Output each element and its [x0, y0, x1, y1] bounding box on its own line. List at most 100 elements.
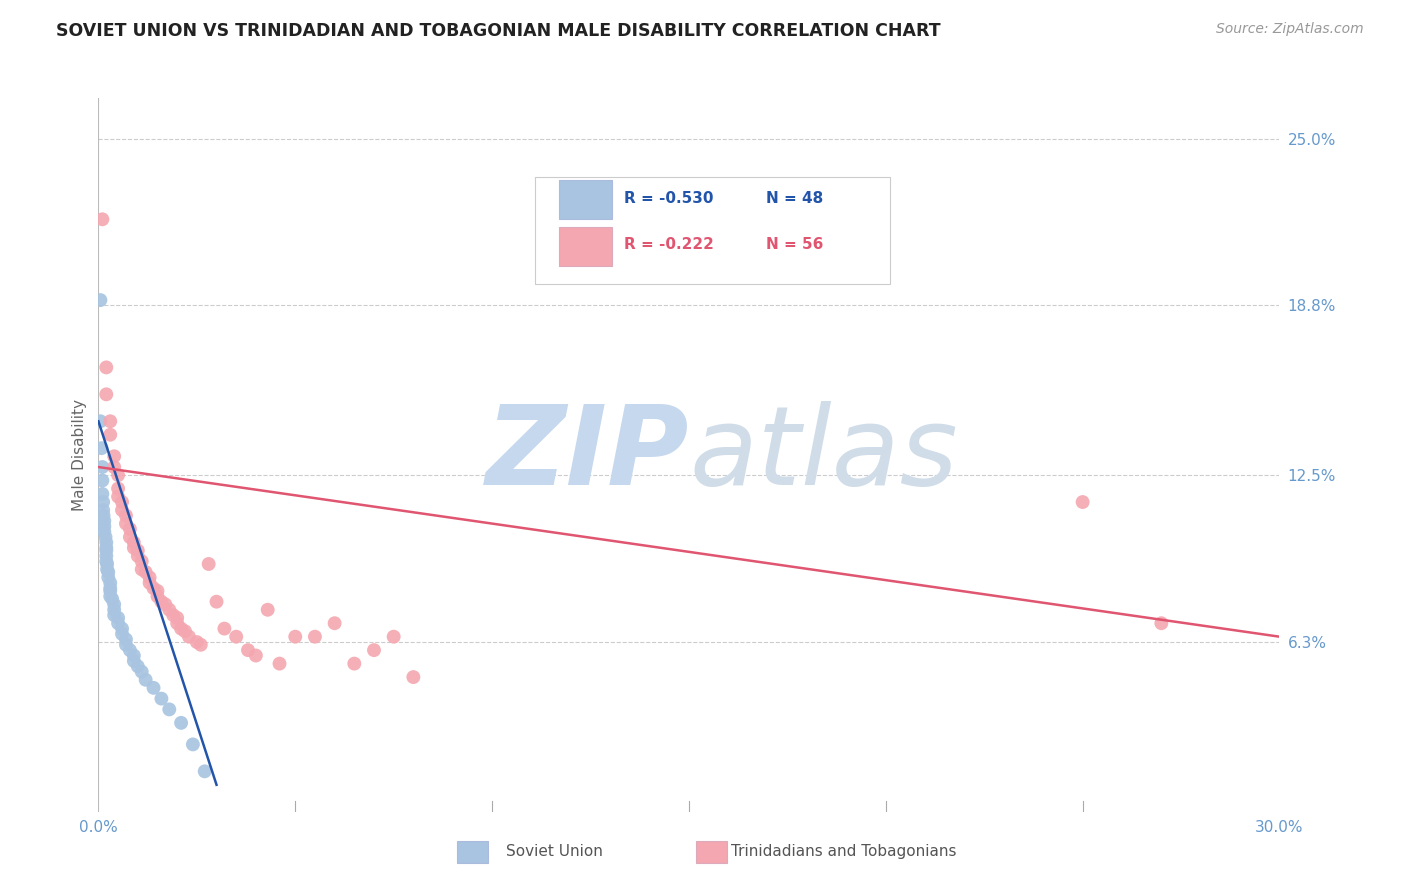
- Point: [91, 503, 114, 517]
- Point: [115, 516, 138, 531]
- Point: [115, 632, 138, 647]
- Text: Soviet Union: Soviet Union: [506, 845, 603, 859]
- Point: [111, 503, 134, 517]
- Text: R = -0.530: R = -0.530: [624, 191, 713, 205]
- Point: [142, 581, 165, 595]
- Point: [96, 387, 118, 401]
- Point: [118, 530, 141, 544]
- Point: [323, 616, 346, 631]
- Point: [91, 460, 114, 475]
- Point: [107, 482, 129, 496]
- Point: [177, 630, 200, 644]
- Point: [214, 622, 236, 636]
- Point: [402, 670, 425, 684]
- Point: [170, 622, 193, 636]
- Point: [256, 603, 278, 617]
- Point: [89, 293, 111, 307]
- Point: [186, 635, 208, 649]
- Point: [284, 630, 307, 644]
- Point: [93, 519, 115, 533]
- Point: [127, 543, 149, 558]
- Point: [103, 460, 125, 475]
- Point: [131, 554, 153, 568]
- Point: [96, 543, 118, 558]
- Point: [93, 524, 115, 539]
- Point: [382, 630, 405, 644]
- FancyBboxPatch shape: [560, 180, 612, 219]
- Text: N = 56: N = 56: [766, 237, 823, 252]
- Point: [111, 627, 134, 641]
- Point: [122, 541, 145, 555]
- Point: [91, 487, 114, 501]
- FancyBboxPatch shape: [560, 227, 612, 266]
- Point: [157, 603, 180, 617]
- Point: [107, 611, 129, 625]
- Point: [190, 638, 212, 652]
- Point: [166, 611, 188, 625]
- Point: [236, 643, 259, 657]
- Point: [150, 691, 173, 706]
- Point: [269, 657, 291, 671]
- Point: [142, 681, 165, 695]
- Point: [122, 648, 145, 663]
- Point: [131, 562, 153, 576]
- Point: [138, 570, 160, 584]
- Point: [98, 581, 121, 595]
- Text: ZIP: ZIP: [485, 401, 689, 508]
- Point: [98, 414, 121, 428]
- Point: [90, 441, 112, 455]
- FancyBboxPatch shape: [536, 177, 890, 284]
- Text: Trinidadians and Tobagonians: Trinidadians and Tobagonians: [731, 845, 956, 859]
- Point: [107, 490, 129, 504]
- Point: [97, 565, 120, 579]
- Point: [155, 598, 177, 612]
- Point: [122, 654, 145, 668]
- Point: [225, 630, 247, 644]
- Point: [103, 450, 125, 464]
- Point: [170, 715, 193, 730]
- Point: [96, 562, 118, 576]
- Point: [127, 549, 149, 563]
- Point: [146, 589, 169, 603]
- Point: [96, 541, 118, 555]
- Point: [181, 738, 204, 752]
- Point: [135, 673, 157, 687]
- Point: [127, 659, 149, 673]
- Point: [96, 360, 118, 375]
- Point: [107, 468, 129, 483]
- Point: [96, 535, 118, 549]
- Point: [1150, 616, 1173, 631]
- Point: [96, 557, 118, 571]
- Point: [91, 212, 114, 227]
- Point: [131, 665, 153, 679]
- Point: [103, 608, 125, 623]
- Point: [122, 535, 145, 549]
- Point: [205, 595, 228, 609]
- Point: [162, 608, 184, 623]
- Point: [150, 595, 173, 609]
- Point: [146, 583, 169, 598]
- Point: [98, 575, 121, 590]
- Point: [118, 643, 141, 657]
- Y-axis label: Male Disability: Male Disability: [72, 399, 87, 511]
- Point: [194, 764, 217, 779]
- Point: [96, 549, 118, 563]
- Point: [98, 589, 121, 603]
- Point: [343, 657, 366, 671]
- Point: [103, 598, 125, 612]
- Text: R = -0.222: R = -0.222: [624, 237, 714, 252]
- Point: [111, 495, 134, 509]
- Point: [115, 508, 138, 523]
- Point: [91, 474, 114, 488]
- Point: [135, 565, 157, 579]
- Point: [107, 616, 129, 631]
- Point: [97, 570, 120, 584]
- Point: [166, 616, 188, 631]
- Point: [111, 622, 134, 636]
- Point: [93, 508, 115, 523]
- Point: [245, 648, 267, 663]
- Point: [304, 630, 326, 644]
- Point: [98, 427, 121, 442]
- Point: [91, 495, 114, 509]
- Text: atlas: atlas: [689, 401, 957, 508]
